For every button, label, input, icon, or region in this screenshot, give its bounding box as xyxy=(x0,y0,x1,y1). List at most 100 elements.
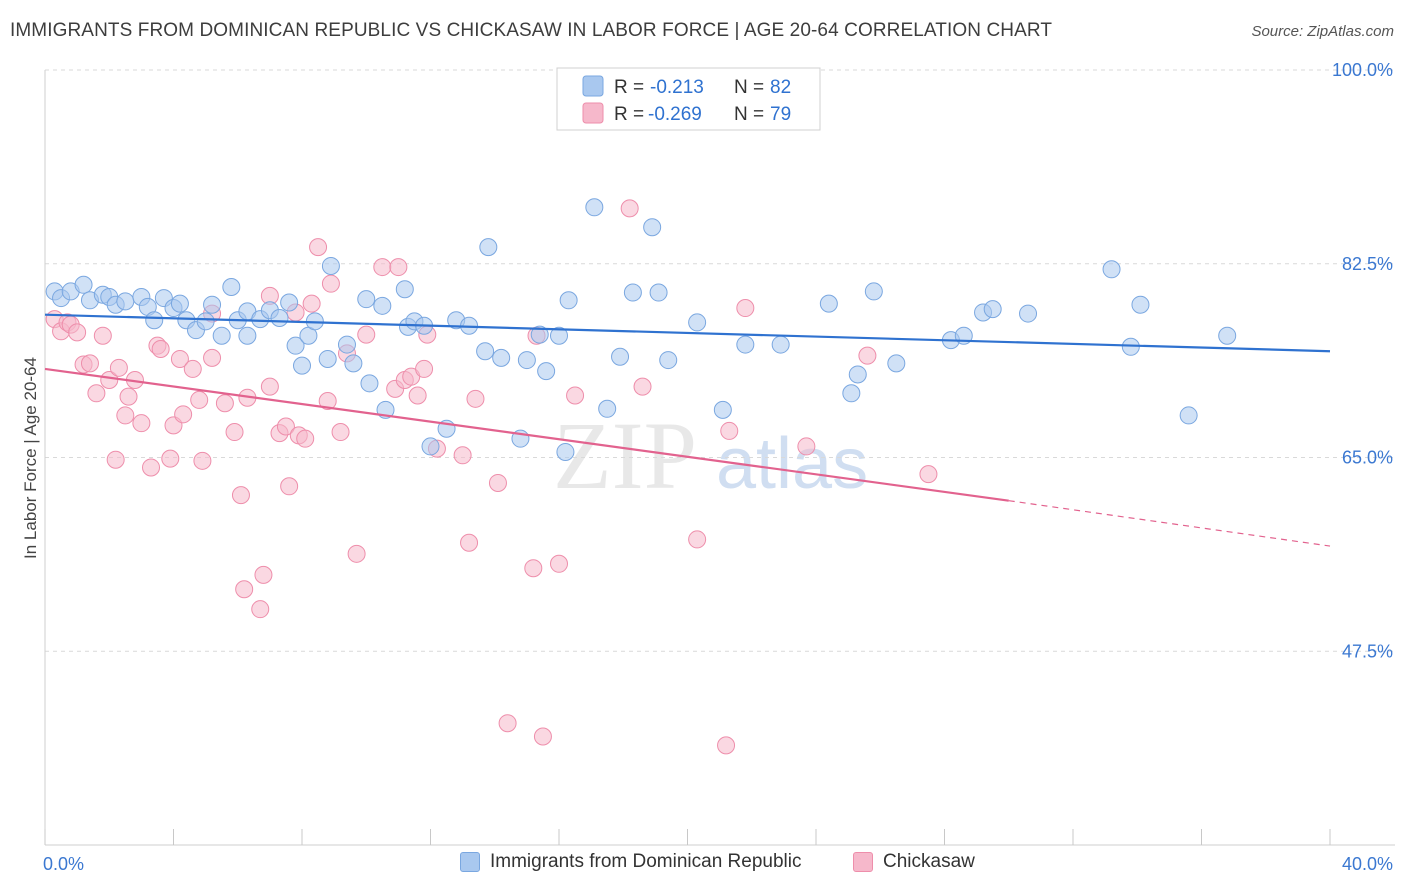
dominican-point xyxy=(598,399,617,418)
legend-r-value: -0.269 xyxy=(648,104,702,125)
chickasaw-point xyxy=(347,544,366,563)
chickasaw-trend-line xyxy=(44,367,1009,502)
dominican-point xyxy=(848,365,867,384)
dominican-point xyxy=(649,283,668,302)
gridlines xyxy=(45,69,1395,652)
y-tick-labels: 47.5% 65.0% 82.5% 100.0% xyxy=(1332,60,1393,661)
chickasaw-point xyxy=(453,446,472,465)
dominican-trend-line xyxy=(44,313,1331,353)
chickasaw-point xyxy=(460,533,479,552)
dominican-point xyxy=(145,311,164,330)
dominican-point xyxy=(736,335,755,354)
chickasaw-point xyxy=(87,384,106,403)
dominican-point xyxy=(476,342,495,361)
chickasaw-point xyxy=(466,389,485,408)
dominican-point xyxy=(556,442,575,461)
dominican-point xyxy=(1102,260,1121,279)
y-tick-label: 82.5% xyxy=(1342,254,1393,274)
dominican-point xyxy=(270,309,289,327)
series-chickasaw-points xyxy=(45,199,938,755)
chickasaw-point xyxy=(254,565,273,584)
chickasaw-point xyxy=(373,258,392,277)
legend-n-label: N = xyxy=(734,77,764,98)
x-tick-labels: 0.0% 40.0% xyxy=(43,854,1393,874)
watermark: ZIP atlas xyxy=(553,402,868,509)
dominican-point xyxy=(713,400,732,419)
chickasaw-point xyxy=(524,559,543,578)
chickasaw-point xyxy=(550,554,568,573)
dominican-point xyxy=(344,354,363,373)
dominican-point xyxy=(321,256,340,275)
dominican-point xyxy=(611,347,630,366)
dominican-point xyxy=(74,275,93,294)
chickasaw-point xyxy=(318,392,337,411)
dominican-point xyxy=(643,218,662,237)
chickasaw-point xyxy=(225,423,244,442)
dominican-point xyxy=(559,291,578,310)
dominican-point xyxy=(492,348,511,367)
chickasaw-point xyxy=(190,390,209,409)
chickasaw-point xyxy=(151,340,170,358)
x-tick-label: 40.0% xyxy=(1342,854,1393,874)
legend-n-value: 79 xyxy=(770,104,791,125)
chickasaw-point xyxy=(797,437,816,456)
source-label: Source: ZipAtlas.com xyxy=(1251,23,1394,40)
dominican-point xyxy=(517,351,536,370)
dominican-point xyxy=(421,437,440,456)
chickasaw-point xyxy=(132,414,151,433)
dominican-point xyxy=(623,283,642,302)
legend-r-value: -0.213 xyxy=(650,77,704,98)
dominican-point xyxy=(116,292,135,311)
chickasaw-point xyxy=(302,294,321,313)
chickasaw-point xyxy=(119,387,138,406)
y-tick-label: 65.0% xyxy=(1342,448,1393,468)
chickasaw-point xyxy=(415,359,434,378)
chickasaw-point xyxy=(533,727,552,746)
legend-label-dominican: Immigrants from Dominican Republic xyxy=(490,851,802,872)
legend-top: R = -0.213 N = 82 R = -0.269 N = 79 xyxy=(556,67,821,131)
chickasaw-point xyxy=(231,486,250,505)
chickasaw-point xyxy=(235,580,254,599)
chickasaw-point xyxy=(321,274,340,293)
dominican-point xyxy=(337,335,356,354)
dominican-point xyxy=(537,362,556,381)
y-tick-label: 47.5% xyxy=(1342,641,1393,661)
chickasaw-point xyxy=(170,349,189,368)
chickasaw-point xyxy=(720,421,739,440)
chickasaw-point xyxy=(858,346,877,365)
chickasaw-point xyxy=(620,199,639,218)
dominican-point xyxy=(280,293,299,312)
dominican-point xyxy=(530,325,549,344)
chickasaw-point xyxy=(116,406,135,425)
dominican-point xyxy=(293,356,311,375)
chickasaw-point xyxy=(296,429,315,448)
dominican-point xyxy=(659,351,678,370)
dominican-point xyxy=(819,294,838,313)
legend-r-label: R = xyxy=(614,104,644,125)
chickasaw-point xyxy=(408,386,427,405)
chickasaw-point xyxy=(280,477,299,496)
chickasaw-point xyxy=(309,238,328,257)
chickasaw-point xyxy=(688,530,707,549)
dominican-point xyxy=(395,280,414,299)
legend-bottom: Immigrants from Dominican Republic Chick… xyxy=(0,851,1406,881)
chickasaw-point xyxy=(251,600,270,619)
legend-item-dominican: Immigrants from Dominican Republic xyxy=(460,851,802,873)
dominican-point xyxy=(1019,304,1038,323)
chickasaw-point xyxy=(100,371,119,389)
dominican-point xyxy=(688,313,707,332)
chickasaw-point xyxy=(203,348,222,367)
legend-n-value: 82 xyxy=(770,77,791,98)
chickasaw-point xyxy=(215,394,234,413)
legend-label-chickasaw: Chickasaw xyxy=(883,851,975,872)
dominican-point xyxy=(479,238,498,257)
chickasaw-point xyxy=(260,377,279,396)
legend-swatch-pink xyxy=(853,852,873,872)
axes xyxy=(44,70,1395,846)
chickasaw-trend-extension xyxy=(1008,500,1331,547)
chickasaw-point xyxy=(566,386,585,405)
legend-swatch-blue xyxy=(582,75,604,97)
dominican-point xyxy=(771,335,790,354)
dominican-point xyxy=(203,295,222,314)
